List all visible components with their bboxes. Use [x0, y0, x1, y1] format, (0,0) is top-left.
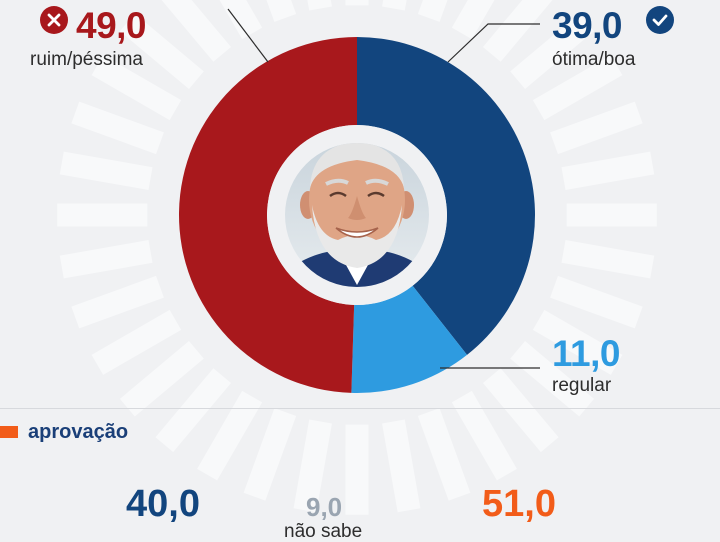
background-ray — [510, 340, 595, 417]
approval-value-approve: 40,0 — [126, 483, 200, 525]
background-ray — [91, 55, 182, 121]
background-ray — [293, 419, 332, 513]
portrait-photo — [285, 143, 429, 287]
background-ray — [482, 0, 553, 62]
value-ruim: 49,0 — [76, 5, 147, 46]
background-ray — [71, 101, 164, 155]
background-ray — [550, 275, 643, 329]
section-marker — [0, 426, 18, 438]
background-ray — [219, 0, 263, 40]
background-ray — [382, 0, 407, 11]
background-ray — [161, 0, 232, 62]
background-ray — [566, 203, 657, 227]
background-ray — [91, 309, 182, 375]
label-regular: regular — [552, 375, 612, 396]
donut-slice-regular — [351, 285, 468, 393]
donut-slice-otima — [357, 37, 536, 355]
approval-label-nao-sabe: não sabe — [284, 521, 363, 542]
background-ray — [510, 13, 595, 90]
x-circle-icon — [40, 6, 68, 34]
background-ray — [307, 0, 332, 11]
leader-line-otima — [447, 23, 540, 63]
background-ray — [482, 368, 559, 453]
background-ray — [451, 0, 495, 40]
background-rays — [0, 0, 720, 530]
background-ray — [59, 240, 153, 279]
background-ray — [561, 240, 655, 279]
donut-slice-ruim — [178, 37, 357, 393]
background-ray — [532, 55, 623, 121]
background-ray — [119, 13, 204, 90]
donut-chart — [178, 8, 540, 393]
background-ray — [71, 275, 164, 329]
background-ray — [382, 419, 421, 513]
background-ray — [197, 390, 263, 481]
approval-value-disapprove: 51,0 — [482, 483, 556, 525]
background-ray — [57, 203, 148, 227]
background-ray — [243, 408, 297, 501]
background-ray — [59, 151, 153, 190]
value-otima: 39,0 — [552, 5, 623, 46]
value-regular: 11,0 — [552, 333, 620, 374]
background-ray — [550, 101, 643, 155]
background-ray — [266, 0, 297, 22]
background-ray — [417, 408, 471, 501]
background-ray — [345, 0, 369, 6]
background-ray — [561, 151, 655, 190]
label-ruim: ruim/péssima — [30, 49, 143, 70]
label-otima: ótima/boa — [552, 49, 636, 70]
approval-value-nao-sabe: 9,0 — [306, 492, 343, 522]
background-ray — [119, 340, 204, 417]
background-ray — [417, 0, 448, 22]
section-divider — [0, 408, 720, 409]
background-ray — [532, 309, 623, 375]
background-ray — [155, 368, 232, 453]
background-ray — [451, 390, 517, 481]
check-circle-icon — [646, 6, 674, 34]
leader-line-ruim — [227, 8, 269, 63]
background-ray — [345, 424, 369, 515]
section-title-aprovacao: aprovação — [28, 421, 129, 443]
